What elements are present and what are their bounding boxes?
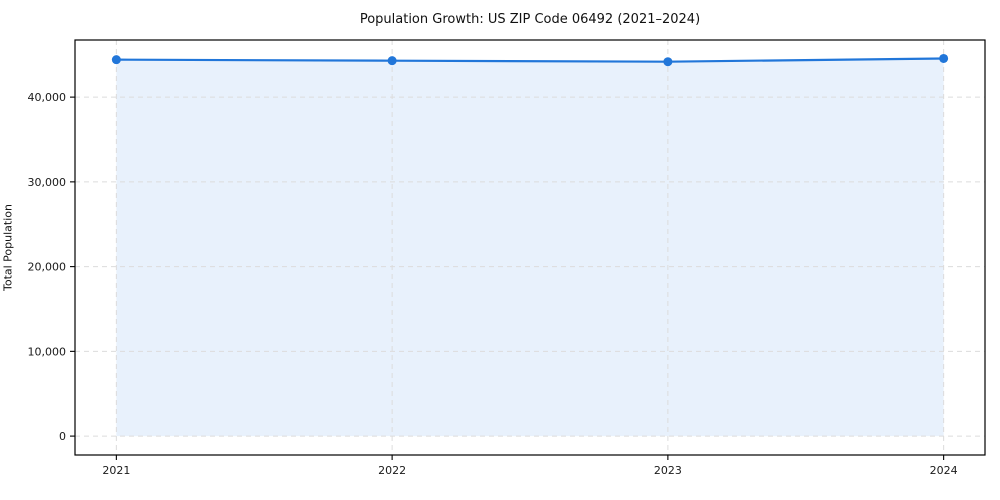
y-tick-label: 20,000 (28, 261, 67, 274)
x-tick-label: 2023 (654, 464, 682, 477)
x-tick-label: 2022 (378, 464, 406, 477)
chart-title: Population Growth: US ZIP Code 06492 (20… (359, 12, 701, 27)
y-tick-label: 30,000 (28, 176, 67, 189)
x-tick-label: 2024 (930, 464, 958, 477)
data-point-marker (387, 56, 397, 66)
plot-spines (74, 39, 986, 456)
series-line (116, 57, 944, 63)
x-tick-label: 2021 (102, 464, 130, 477)
y-tick-label: 10,000 (28, 345, 67, 358)
data-point-marker (663, 57, 673, 67)
y-tick-label: 40,000 (28, 91, 67, 104)
data-point-marker (111, 55, 121, 65)
data-point-marker (939, 53, 949, 63)
y-tick-label: 0 (59, 430, 66, 443)
series-area-fill (116, 58, 944, 437)
